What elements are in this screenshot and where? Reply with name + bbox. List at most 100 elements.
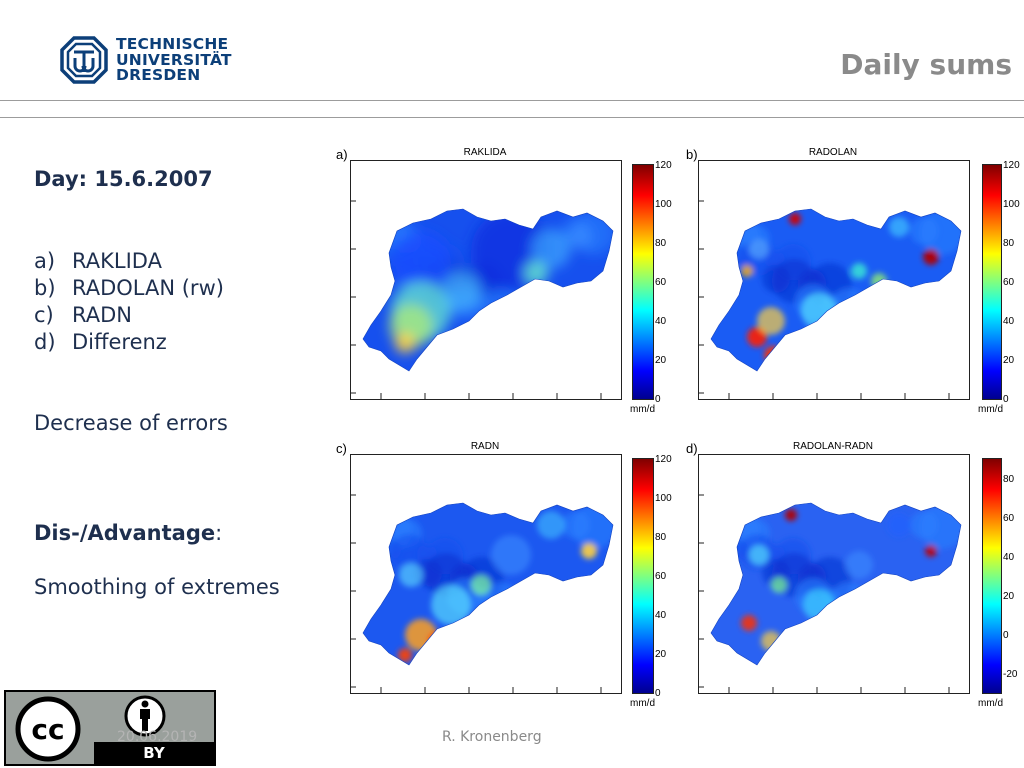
rain-cell: [803, 589, 835, 621]
tu-dresden-logo: TECHNISCHE UNIVERSITÄT DRESDEN: [60, 36, 232, 88]
rain-cell: [741, 615, 757, 631]
rain-cell: [428, 632, 446, 650]
map-image: [699, 200, 962, 399]
list-item: a) RAKLIDA: [34, 249, 162, 273]
colorbar-tick: 60: [1003, 277, 1015, 288]
rain-cell: [537, 511, 565, 539]
cc-by-license-badge[interactable]: cc BY: [4, 690, 216, 766]
colorbar-unit: mm/d: [630, 698, 655, 709]
rain-texture-blob: [565, 636, 585, 656]
colorbar-tick: -20: [1003, 669, 1018, 680]
rain-texture-blob: [539, 626, 575, 662]
rain-cell: [805, 335, 821, 351]
rain-texture-blob: [542, 611, 570, 639]
rain-texture-blob: [923, 630, 959, 665]
attribution-person-icon: [124, 695, 166, 737]
rain-texture-blob: [516, 307, 560, 351]
panel-title: RAKLIDA: [463, 147, 507, 158]
colorbar-tick: 120: [1003, 160, 1020, 171]
rain-cell: [531, 229, 571, 269]
colorbar-unit: mm/d: [978, 698, 1003, 709]
colorbar-tick: 40: [1003, 316, 1015, 327]
colorbar-unit: mm/d: [630, 404, 655, 415]
creative-commons-icon: cc: [15, 696, 81, 762]
panel-title: RADN: [470, 441, 500, 452]
rain-texture-blob: [363, 221, 386, 249]
colorbar-unit: mm/d: [978, 404, 1003, 415]
rain-texture-blob: [831, 288, 867, 324]
panel-letter: c): [336, 441, 347, 456]
rain-texture-blob: [516, 601, 560, 645]
panel-letter: d): [686, 441, 698, 456]
colorbar-tick: 60: [1003, 513, 1015, 524]
rain-cell: [764, 346, 782, 364]
map-frame: [698, 454, 970, 694]
panel-letter: b): [686, 147, 698, 162]
rain-texture-blob: [529, 338, 549, 358]
rain-texture-blob: [910, 217, 938, 245]
colorbar-tick: 80: [1003, 238, 1015, 249]
colorbar-tick: 40: [655, 316, 667, 327]
rain-cell: [747, 327, 767, 347]
rain-cell: [524, 261, 548, 285]
rain-texture-blob: [506, 313, 534, 341]
rain-cell: [851, 263, 867, 279]
footer-author: R. Kronenberg: [442, 729, 542, 745]
license-label-strip: BY: [94, 742, 214, 764]
rain-texture-blob: [913, 342, 933, 362]
rain-texture-blob: [539, 332, 575, 368]
rain-texture-blob: [711, 503, 729, 520]
colorbar: [982, 164, 1002, 400]
rain-cell: [789, 213, 801, 225]
rain-cell: [925, 545, 937, 557]
list-item: d) Differenz: [34, 330, 167, 354]
colorbar-tick: 80: [655, 238, 667, 249]
rain-texture-blob: [480, 597, 524, 641]
colorbar-tick: 0: [655, 688, 661, 699]
map-frame: [350, 454, 622, 694]
rain-texture-blob: [877, 632, 897, 652]
rain-texture-blob: [854, 607, 882, 635]
colorbar: [632, 458, 654, 694]
colorbar-tick: 100: [655, 493, 672, 504]
colorbar-tick: 20: [655, 355, 667, 366]
rain-cell: [581, 543, 597, 559]
rain-cell: [757, 307, 785, 335]
rain-texture-blob: [711, 221, 734, 249]
region-outline: [362, 208, 614, 372]
rain-texture-blob: [890, 317, 918, 345]
rain-texture-blob: [877, 338, 897, 358]
region-outline: [362, 502, 614, 666]
rain-texture-blob: [575, 336, 611, 371]
header-rule-top: [0, 100, 1024, 101]
colorbar-tick: 40: [655, 610, 667, 621]
rain-texture-blob: [913, 636, 933, 656]
rain-cell: [887, 513, 911, 537]
rain-texture-blob: [828, 303, 872, 347]
rain-texture-blob: [363, 503, 381, 520]
map-frame: [698, 160, 970, 400]
rain-cell: [569, 225, 593, 249]
rain-texture-blob: [890, 611, 918, 639]
colorbar-tick: 60: [655, 277, 667, 288]
colorbar-tick: 0: [1003, 394, 1009, 405]
rain-cell: [889, 217, 909, 237]
rain-texture-blob: [854, 313, 882, 341]
rain-texture-blob: [363, 209, 381, 226]
list-item: b) RADOLAN (rw): [34, 276, 224, 300]
rain-cell: [771, 577, 787, 593]
map-image: [351, 200, 614, 399]
day-label: Day: 15.6.2007: [34, 167, 213, 191]
note-decrease-errors: Decrease of errors: [34, 411, 228, 435]
rain-texture-blob: [910, 511, 938, 539]
colorbar-tick: 20: [1003, 355, 1015, 366]
map-image: [699, 494, 962, 693]
rain-texture-blob: [363, 515, 386, 543]
rain-cell: [391, 231, 451, 291]
rain-texture-blob: [828, 597, 872, 641]
dis-advantage-heading: Dis-/Advantage:: [34, 521, 223, 545]
rain-cell: [785, 509, 797, 521]
colorbar-tick: 20: [1003, 591, 1015, 602]
rain-cell: [431, 585, 471, 625]
colorbar-tick: 100: [1003, 199, 1020, 210]
